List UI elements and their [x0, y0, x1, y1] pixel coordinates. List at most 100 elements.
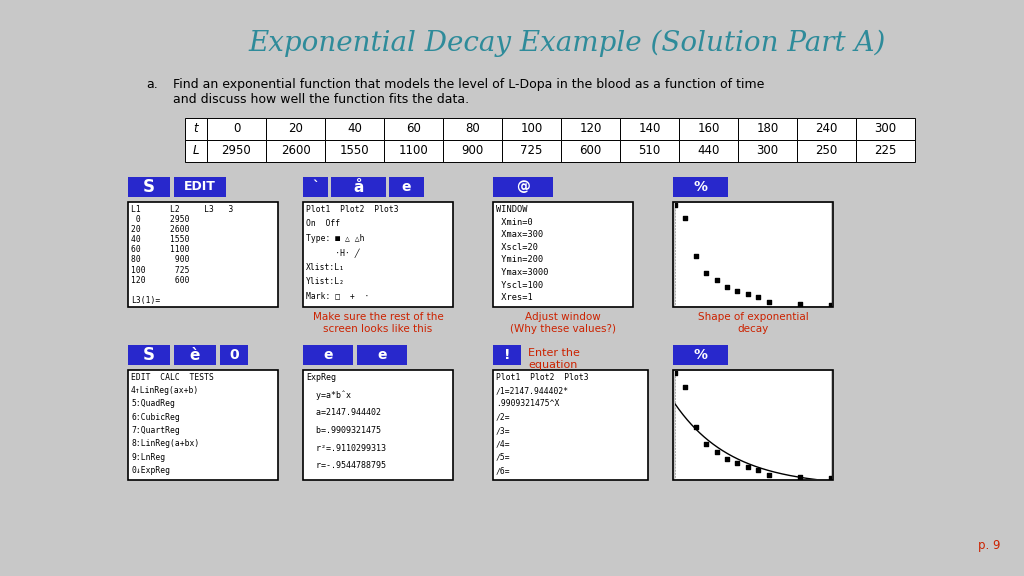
Text: 100      725: 100 725 [131, 266, 189, 275]
Text: Xres=1: Xres=1 [496, 293, 532, 302]
Text: 9:LnReg: 9:LnReg [131, 453, 165, 461]
Text: e: e [324, 348, 333, 362]
Bar [128, 202, 278, 307]
Point [709, 275, 725, 285]
Point [792, 472, 808, 482]
Text: 440: 440 [697, 145, 720, 157]
Text: 0↓ExpReg: 0↓ExpReg [131, 466, 170, 475]
Bar [620, 118, 679, 140]
Bar [673, 202, 833, 307]
Text: 140: 140 [638, 123, 660, 135]
Bar [797, 118, 856, 140]
Point [739, 290, 756, 299]
Text: y=a*bˆx: y=a*bˆx [306, 391, 351, 400]
Text: 600: 600 [580, 145, 602, 157]
Bar [128, 370, 278, 480]
Point [822, 300, 839, 309]
Point [688, 422, 705, 431]
Point [677, 213, 693, 222]
Text: S: S [143, 178, 155, 196]
Text: 60      1100: 60 1100 [131, 245, 189, 255]
Point [792, 300, 808, 309]
Bar [384, 140, 443, 162]
Text: Make sure the rest of the
screen looks like this: Make sure the rest of the screen looks l… [312, 312, 443, 334]
Bar [331, 177, 386, 197]
Bar [673, 345, 728, 365]
Bar [174, 345, 216, 365]
Text: ∕1=2147.944402*: ∕1=2147.944402* [496, 386, 569, 395]
Bar [443, 118, 502, 140]
Bar [561, 140, 620, 162]
Bar [493, 202, 633, 307]
Text: ·H· ╱: ·H· ╱ [306, 248, 359, 257]
Text: ExpReg: ExpReg [306, 373, 336, 382]
Text: 20      2600: 20 2600 [131, 225, 189, 234]
Text: !: ! [504, 348, 510, 362]
Text: 4↑LinReg(ax+b): 4↑LinReg(ax+b) [131, 386, 200, 395]
Text: Ymin=200: Ymin=200 [496, 256, 544, 264]
Text: a=2147.944402: a=2147.944402 [306, 408, 381, 418]
Bar [303, 177, 328, 197]
Text: S: S [143, 346, 155, 364]
Text: Find an exponential function that models the level of L-Dopa in the blood as a f: Find an exponential function that models… [173, 78, 764, 106]
Text: 120: 120 [580, 123, 602, 135]
Text: 160: 160 [697, 123, 720, 135]
Bar [207, 118, 266, 140]
Bar [738, 118, 797, 140]
Text: Adjust window
(Why these values?): Adjust window (Why these values?) [510, 312, 616, 334]
Point [667, 369, 683, 378]
Bar [266, 118, 325, 140]
Text: 2600: 2600 [281, 145, 310, 157]
Bar [384, 118, 443, 140]
Text: @: @ [516, 180, 530, 194]
Text: e: e [377, 348, 387, 362]
Text: 0: 0 [232, 123, 241, 135]
Bar [303, 202, 453, 307]
Text: Yscl=100: Yscl=100 [496, 281, 544, 290]
Bar [856, 140, 915, 162]
Bar [502, 140, 561, 162]
Text: 300: 300 [757, 145, 778, 157]
Point [719, 454, 735, 463]
Bar [128, 177, 170, 197]
Text: 225: 225 [874, 145, 897, 157]
Text: 1550: 1550 [340, 145, 370, 157]
Text: 725: 725 [520, 145, 543, 157]
Text: ∕5=: ∕5= [496, 453, 511, 461]
Bar [673, 370, 833, 480]
Text: EDIT  CALC  TESTS: EDIT CALC TESTS [131, 373, 214, 382]
Text: Mark: □  +  ·: Mark: □ + · [306, 291, 370, 301]
Text: Shape of exponential
decay: Shape of exponential decay [697, 312, 808, 334]
Text: Plot1  Plot2  Plot3: Plot1 Plot2 Plot3 [496, 373, 589, 382]
Text: ∕6=: ∕6= [496, 466, 511, 475]
Bar [856, 118, 915, 140]
Text: 180: 180 [757, 123, 778, 135]
Text: 510: 510 [638, 145, 660, 157]
Text: 7:QuartReg: 7:QuartReg [131, 426, 180, 435]
Point [709, 448, 725, 457]
Text: Ylist:L₂: Ylist:L₂ [306, 277, 345, 286]
Point [761, 298, 777, 307]
Bar [679, 140, 738, 162]
Text: Ymax=3000: Ymax=3000 [496, 268, 549, 277]
Bar [325, 118, 384, 140]
Text: 8:LinReg(a+bx): 8:LinReg(a+bx) [131, 439, 200, 448]
Text: a.: a. [146, 78, 158, 91]
Point [761, 471, 777, 480]
Text: Exponential Decay Example (Solution Part A): Exponential Decay Example (Solution Part… [248, 29, 886, 56]
Bar [493, 177, 553, 197]
Point [719, 282, 735, 291]
Text: t: t [194, 123, 199, 135]
Text: Enter the
equation: Enter the equation [528, 348, 580, 370]
Bar [493, 345, 521, 365]
Text: 2950: 2950 [221, 145, 251, 157]
Text: L1      L2     L3   3: L1 L2 L3 3 [131, 205, 233, 214]
Bar [493, 370, 648, 480]
Point [698, 439, 715, 449]
Text: 100: 100 [520, 123, 543, 135]
Bar [738, 140, 797, 162]
Text: 120      600: 120 600 [131, 276, 189, 285]
Text: å: å [353, 180, 364, 195]
Text: Xscl=20: Xscl=20 [496, 243, 538, 252]
Text: b=.9909321475: b=.9909321475 [306, 426, 381, 435]
